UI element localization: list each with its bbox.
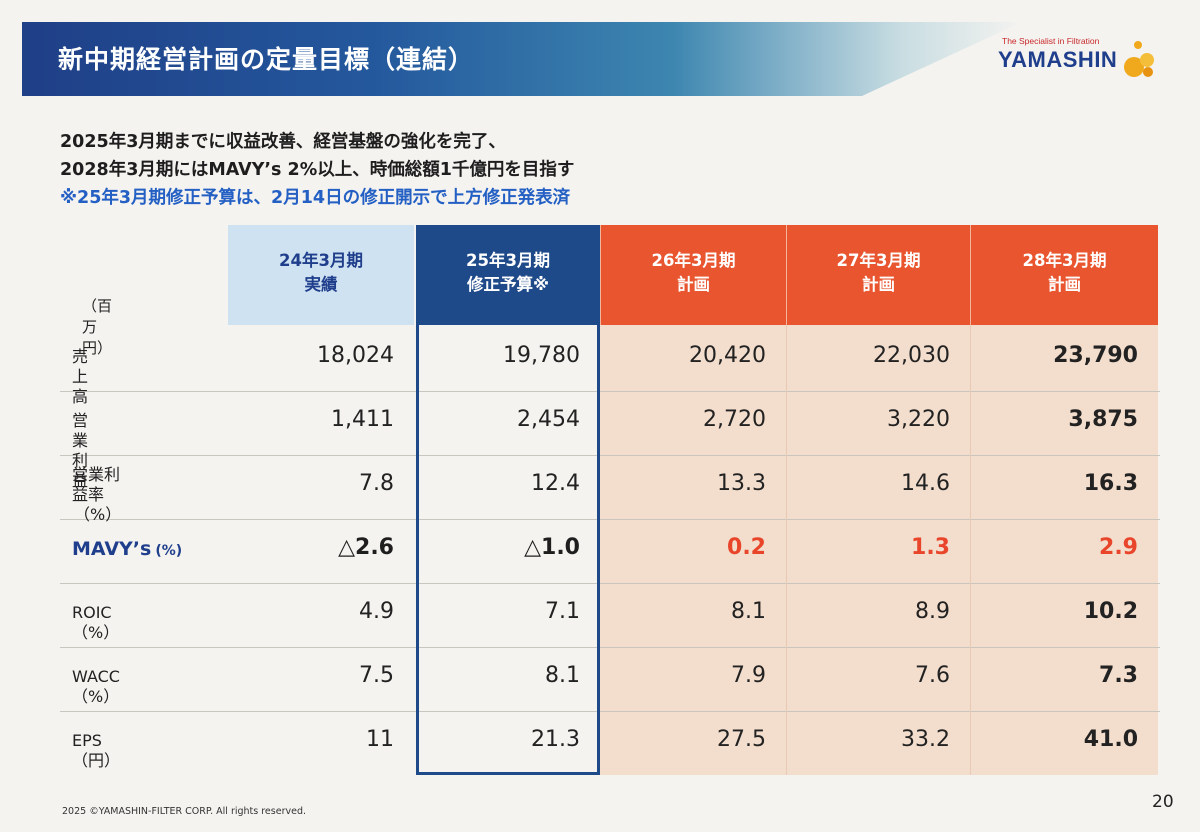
table-cell: 3,220 <box>887 407 950 432</box>
column-header: 25年3月期 修正予算※ <box>416 225 600 325</box>
table-cell: 33.2 <box>901 727 950 752</box>
table-cell: 7.9 <box>731 663 766 688</box>
row-label: WACC（%） <box>72 667 120 707</box>
table-cell: 11 <box>366 727 394 752</box>
table-cell: 2,454 <box>517 407 580 432</box>
row-label-text: ROIC（%） <box>72 603 120 642</box>
table-cell: 18,024 <box>317 343 394 368</box>
table-cell: 1,411 <box>331 407 394 432</box>
table-cell: 41.0 <box>1083 727 1138 752</box>
table-cell: 12.4 <box>531 471 580 496</box>
column-header-type: 計画 <box>677 275 710 294</box>
table-cell: 16.3 <box>1083 471 1138 496</box>
title-banner <box>22 22 1022 96</box>
table-cell: △2.6 <box>338 535 394 560</box>
table-cell: 8.9 <box>915 599 950 624</box>
column-header: 26年3月期 計画 <box>600 225 786 325</box>
column-header: 24年3月期 実績 <box>228 225 414 325</box>
revision-note: ※25年3月期修正予算は、2月14日の修正開示で上方修正発表済 <box>60 188 571 208</box>
row-divider <box>60 647 1160 648</box>
table-cell: 7.8 <box>359 471 394 496</box>
row-label-unit: （%） <box>74 505 122 524</box>
column-header-period: 28年3月期 <box>1022 251 1107 270</box>
row-label: ROIC（%） <box>72 603 119 643</box>
slide-title: 新中期経営計画の定量目標（連結） <box>58 45 475 74</box>
page-number: 20 <box>1152 792 1174 812</box>
column-header-period: 25年3月期 <box>466 251 550 270</box>
plan-column-bg <box>600 325 786 775</box>
logo-wordmark: YAMASHIN <box>998 47 1118 72</box>
column-header-type: 修正予算※ <box>466 275 550 294</box>
row-divider <box>60 711 1160 712</box>
column-header-type: 実績 <box>304 275 338 294</box>
table-cell: 7.6 <box>915 663 950 688</box>
row-label-text: WACC（%） <box>72 667 120 706</box>
table-cell: 19,780 <box>503 343 580 368</box>
table-cell: 2,720 <box>703 407 766 432</box>
row-divider <box>60 455 1160 456</box>
table-cell: 20,420 <box>689 343 766 368</box>
column-header: 27年3月期 計画 <box>786 225 970 325</box>
row-label: 営業利益 <box>72 411 88 491</box>
table-cell: 8.1 <box>545 663 580 688</box>
table-cell: 22,030 <box>873 343 950 368</box>
company-logo: The Specialist in Filtration YAMASHIN <box>996 36 1166 86</box>
column-header-type: 計画 <box>1048 275 1081 294</box>
table-cell: △1.0 <box>524 535 580 560</box>
column-header: 28年3月期 計画 <box>970 225 1158 325</box>
row-divider <box>60 583 1160 584</box>
unit-label: （百万円） <box>82 297 113 357</box>
copyright-footer: 2025 ©YAMASHIN-FILTER CORP. All rights r… <box>62 806 306 817</box>
row-label: EPS（円） <box>72 731 120 771</box>
table-cell: 21.3 <box>531 727 580 752</box>
table-cell: 4.9 <box>359 599 394 624</box>
row-label-text: MAVY’s <box>72 538 152 560</box>
column-header-type: 計画 <box>862 275 895 294</box>
table-cell: 23,790 <box>1053 343 1138 368</box>
row-label-text: 営業利益 <box>72 411 89 490</box>
plan-column-bg <box>786 325 970 775</box>
column-header-period: 27年3月期 <box>836 251 921 270</box>
table-cell: 7.5 <box>359 663 394 688</box>
table-cell: 3,875 <box>1068 407 1138 432</box>
table-cell: 14.6 <box>901 471 950 496</box>
table-cell: 7.3 <box>1099 663 1138 688</box>
row-divider <box>60 519 1160 520</box>
row-label-text: 営業利益率 <box>72 465 121 504</box>
table-cell: 0.2 <box>727 535 766 560</box>
row-label: 営業利益率 （%） <box>72 465 121 525</box>
column-divider <box>786 325 787 775</box>
row-label: MAVY’s (%) <box>72 539 182 561</box>
row-label-text: 売上高 <box>72 347 89 406</box>
subtitle-line-1: 2025年3月期までに収益改善、経営基盤の強化を完了、 <box>60 132 506 152</box>
row-label: 売上高 <box>72 347 88 407</box>
droplet-logo-icon <box>1124 41 1154 77</box>
table-cell: 7.1 <box>545 599 580 624</box>
row-divider <box>60 391 1160 392</box>
table-cell: 2.9 <box>1099 535 1138 560</box>
column-header-period: 26年3月期 <box>651 251 736 270</box>
budget-column-outline <box>416 225 600 775</box>
row-label-text: EPS（円） <box>72 731 121 770</box>
table-cell: 10.2 <box>1083 599 1138 624</box>
table-cell: 13.3 <box>717 471 766 496</box>
subtitle-line-2: 2028年3月期にはMAVY’s 2%以上、時価総額1千億円を目指す <box>60 160 575 180</box>
table-cell: 1.3 <box>911 535 950 560</box>
table-cell: 8.1 <box>731 599 766 624</box>
row-label-unit: (%) <box>155 543 183 559</box>
plan-column-bg <box>970 325 1158 775</box>
table-cell: 27.5 <box>717 727 766 752</box>
column-divider <box>970 325 971 775</box>
column-header-period: 24年3月期 <box>279 251 363 270</box>
logo-tagline: The Specialist in Filtration <box>1002 36 1100 46</box>
